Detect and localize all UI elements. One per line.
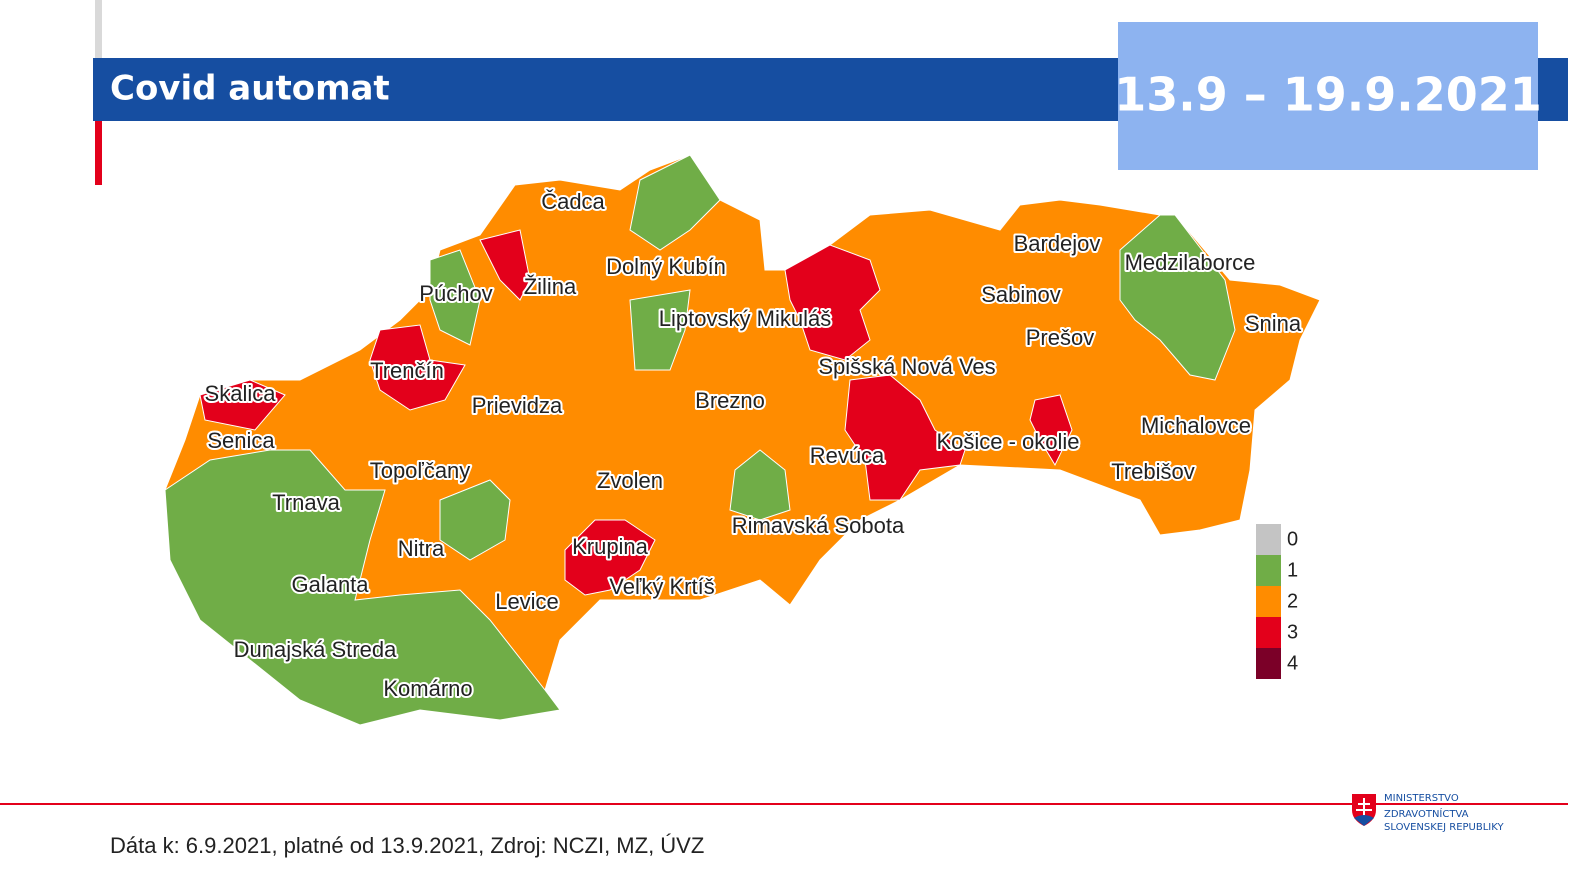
district-label: Krupina — [572, 534, 649, 559]
legend-swatch — [1256, 524, 1281, 555]
legend-label: 0 — [1287, 528, 1298, 550]
district-label: Trebišov — [1111, 459, 1195, 484]
legend-swatch — [1256, 555, 1281, 586]
district-label: Komárno — [383, 676, 472, 701]
legend-swatch — [1256, 648, 1281, 679]
legend: 0 1 2 3 4 — [1256, 524, 1298, 679]
district-label: Spišská Nová Ves — [818, 354, 995, 379]
period: 13.9 – 19.9.2021 — [1114, 68, 1542, 122]
logo-line: MINISTERSTVO — [1384, 793, 1459, 804]
legend-label: 2 — [1287, 590, 1298, 612]
district-label: Senica — [207, 428, 275, 453]
region-patch — [164, 449, 561, 726]
accent-bar — [95, 0, 102, 58]
district-label: Nitra — [398, 536, 445, 561]
period-box — [1118, 22, 1538, 170]
region-patch — [439, 479, 511, 561]
legend-swatch — [1256, 586, 1281, 617]
hills — [1354, 815, 1374, 826]
district-label: Bardejov — [1014, 231, 1101, 256]
logo-line: ZDRAVOTNÍCTVA — [1384, 807, 1469, 820]
ministry-logo: MINISTERSTVO ZDRAVOTNÍCTVA SLOVENSKEJ RE… — [1352, 793, 1504, 833]
district-label: Michalovce — [1141, 413, 1251, 438]
district-label: Dunajská Streda — [234, 637, 397, 662]
legend-label: 1 — [1287, 559, 1298, 581]
region-patch — [729, 449, 791, 521]
district-label: Dolný Kubín — [606, 254, 726, 279]
district-label: Levice — [495, 589, 559, 614]
region-patch — [844, 374, 966, 501]
district-label: Žilina — [524, 274, 577, 299]
district-label: Topoľčany — [370, 458, 471, 483]
district-label: Púchov — [419, 281, 492, 306]
district-label: Rimavská Sobota — [732, 513, 905, 538]
cross — [1356, 798, 1372, 818]
district-label: Galanta — [291, 572, 369, 597]
legend-label: 4 — [1287, 652, 1298, 674]
region-patch — [784, 244, 881, 361]
district-label: Čadca — [541, 189, 605, 214]
region-patch — [199, 379, 286, 431]
district-label: Sabinov — [981, 282, 1061, 307]
district-label: Snina — [1245, 311, 1302, 336]
region-patch — [629, 289, 691, 371]
region-patch — [629, 154, 721, 251]
district-label: Prešov — [1026, 325, 1094, 350]
district-label: Revúca — [810, 443, 885, 468]
legend-swatch — [1256, 617, 1281, 648]
region-patch — [369, 324, 466, 411]
district-label: Veľký Krtíš — [609, 574, 714, 599]
district-label: Trnava — [272, 490, 340, 515]
logo-line: SLOVENSKEJ REPUBLIKY — [1384, 822, 1504, 833]
region-patch — [564, 519, 656, 596]
legend-label: 3 — [1287, 621, 1298, 643]
district-label: Liptovský Mikuláš — [659, 306, 831, 331]
district-label: Medzilaborce — [1125, 250, 1256, 275]
region-patch — [1119, 214, 1236, 381]
accent-bar — [95, 121, 102, 185]
region-patch — [1029, 394, 1073, 467]
map — [164, 154, 1321, 726]
district-labels: Čadca Žilina Dolný Kubín Púchov Liptovský Mi… — [203, 187, 1304, 703]
district-label: Prievidza — [472, 393, 563, 418]
source-note: Dáta k: 6.9.2021, platné od 13.9.2021, Z… — [110, 833, 704, 858]
region-patch — [429, 249, 481, 346]
district-label: Trenčín — [370, 358, 444, 383]
region-patch — [479, 229, 531, 301]
district-label: Brezno — [695, 388, 765, 413]
district-label: Skalica — [205, 381, 277, 406]
district-label: Košice - okolie — [936, 429, 1079, 454]
title: Covid automat — [110, 69, 390, 109]
district-label: Zvolen — [597, 468, 663, 493]
